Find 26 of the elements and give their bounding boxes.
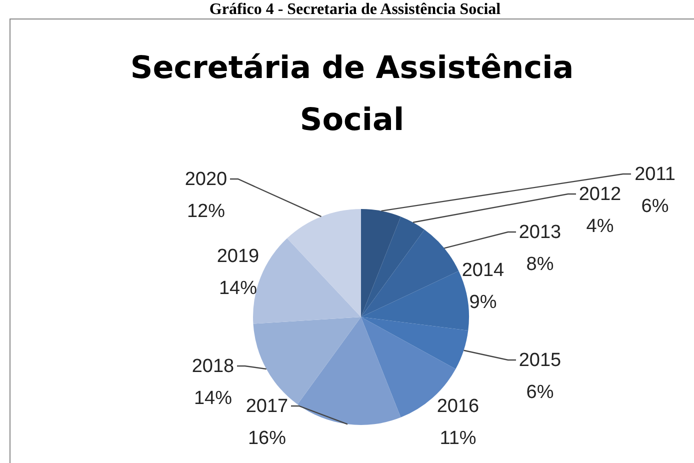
data-label: 16% bbox=[248, 428, 286, 449]
slice-label: 2016 bbox=[436, 396, 480, 417]
chart-title: Secretária de Assistência Social bbox=[130, 50, 574, 138]
pie-slice bbox=[287, 209, 361, 317]
slice-label: 2011 bbox=[634, 164, 676, 185]
pie-slice bbox=[298, 317, 401, 425]
slice-label: 2020 bbox=[184, 169, 228, 190]
slice-label: 2017 bbox=[246, 396, 288, 417]
slice-label: 2014 bbox=[462, 260, 505, 281]
data-label: 11% bbox=[440, 428, 476, 449]
text: Gráfico 4 - Secretaria de Assistência Social bbox=[209, 1, 502, 18]
pie-slice bbox=[361, 216, 424, 317]
slice-label: 2012 bbox=[578, 184, 622, 205]
data-label: 14% bbox=[218, 278, 258, 299]
slice-label: 2013 bbox=[518, 222, 562, 243]
slice-label: 2018 bbox=[192, 356, 234, 377]
pie-slice bbox=[361, 209, 401, 317]
data-label: 4% bbox=[586, 216, 614, 237]
data-label: 14% bbox=[194, 388, 232, 409]
slice-label: 2019 bbox=[216, 246, 260, 267]
data-label: 12% bbox=[186, 201, 226, 222]
data-label: 8% bbox=[526, 254, 554, 275]
slice-label: 2015 bbox=[518, 350, 562, 371]
data-label: 9% bbox=[469, 292, 497, 313]
data-label: 6% bbox=[526, 382, 554, 403]
data-label: 6% bbox=[641, 196, 669, 217]
